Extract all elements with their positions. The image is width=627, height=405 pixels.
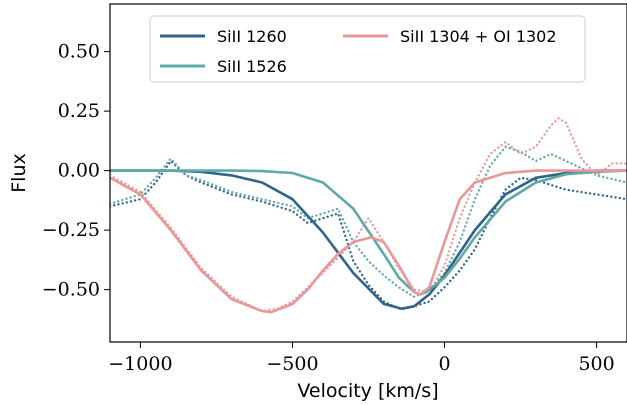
axis-ticks: −1000 −500 0 500 0.50 0.25 0.00 −0.25 −0.50	[42, 41, 615, 375]
series-line-0-model	[110, 169, 627, 310]
y-tick-label: 0.50	[58, 41, 100, 63]
x-tick-label: 0	[438, 353, 450, 375]
legend-label: SiII 1260	[217, 27, 287, 46]
x-tick-label: −1000	[108, 353, 172, 375]
y-tick-label: 0.00	[58, 160, 100, 182]
series-line-2-model	[110, 169, 627, 314]
legend: SiII 1260 SiII 1304 + OI 1302 SiII 1526	[149, 15, 586, 83]
y-tick-label: −0.25	[42, 219, 100, 241]
x-tick-label: −500	[266, 353, 318, 375]
y-tick-label: −0.50	[42, 279, 100, 301]
y-tick-label: 0.25	[58, 100, 100, 122]
plot-area	[110, 117, 627, 314]
y-axis-label: Flux	[8, 153, 30, 193]
legend-label: SiII 1304 + OI 1302	[400, 27, 557, 46]
series-line-1-model	[110, 169, 627, 296]
x-tick-label: 500	[578, 353, 614, 375]
axes-frame	[109, 3, 627, 343]
x-axis-label: Velocity [km/s]	[297, 380, 438, 402]
series-line-5-data	[110, 117, 627, 313]
legend-box	[149, 15, 586, 83]
legend-label: SiII 1526	[217, 57, 287, 76]
series-line-3-data	[110, 159, 627, 310]
